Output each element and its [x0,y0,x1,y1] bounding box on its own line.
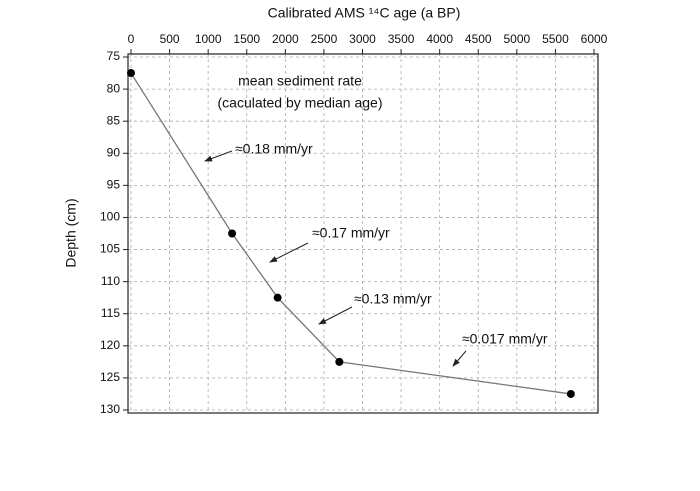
data-point [228,229,237,238]
x-tick-label: 3500 [388,32,415,46]
x-tick-label: 5500 [542,32,569,46]
data-point [273,293,282,302]
x-axis-title: Calibrated AMS ¹⁴C age (a BP) [268,5,461,21]
annotation: ≈0.017 mm/yr [462,331,548,347]
annotation: ≈0.17 mm/yr [312,225,390,241]
annotation: (caculated by median age) [218,95,383,111]
y-tick-label: 115 [101,306,120,320]
y-tick-label: 110 [101,274,120,288]
x-tick-label: 1000 [195,32,222,46]
x-tick-label: 4500 [465,32,492,46]
x-tick-label: 500 [160,32,180,46]
x-tick-label: 5000 [503,32,530,46]
y-tick-label: 95 [107,178,121,192]
y-axis-title: Depth (cm) [63,198,79,267]
annotation: ≈0.18 mm/yr [235,141,313,157]
y-tick-label: 125 [100,370,120,384]
data-point [335,357,344,366]
data-point [566,389,575,398]
y-tick-label: 80 [107,81,121,95]
x-tick-label: 2500 [311,32,338,46]
x-tick-label: 4000 [426,32,453,46]
plot-frame [127,53,599,414]
y-tick-label: 75 [107,49,121,63]
y-tick-label: 130 [100,402,120,416]
x-tick-label: 6000 [581,32,608,46]
annotation-arrow [318,306,353,325]
y-tick-label: 100 [100,210,120,224]
annotation-arrow [452,350,467,367]
x-tick-label: 3000 [349,32,376,46]
y-tick-label: 120 [100,338,120,352]
annotation: ≈0.13 mm/yr [354,291,432,307]
data-point [127,69,135,78]
annotation: mean sediment rate [238,73,362,89]
y-tick-label: 90 [107,145,121,159]
x-tick-label: 2000 [272,32,299,46]
annotation-arrow [269,242,309,263]
y-tick-label: 85 [107,113,121,127]
annotation-arrow [204,150,233,162]
x-tick-label: 0 [128,32,135,46]
y-tick-label: 105 [100,242,120,256]
x-tick-label: 1500 [233,32,260,46]
